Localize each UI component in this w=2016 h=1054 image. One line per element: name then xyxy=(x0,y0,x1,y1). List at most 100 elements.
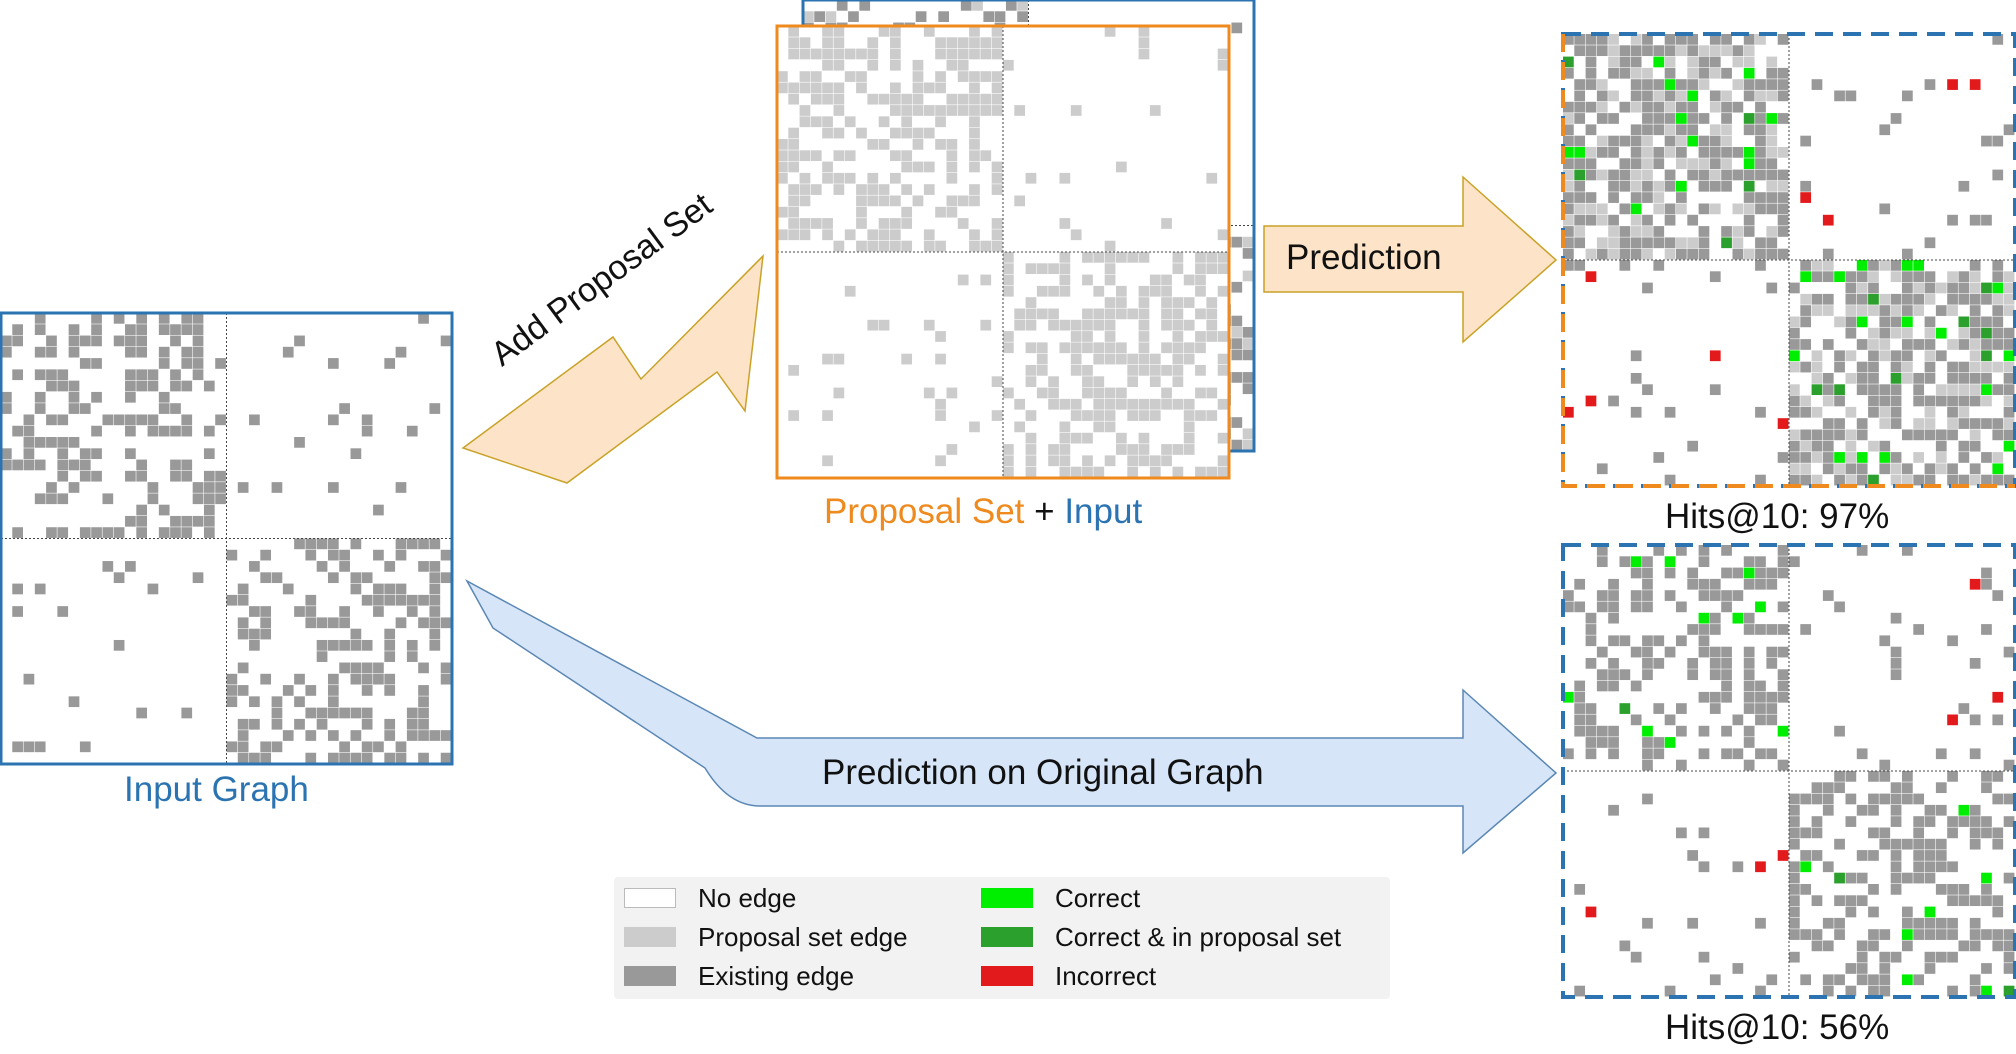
matrix-cell xyxy=(1653,635,1665,647)
matrix-cell xyxy=(1709,124,1721,136)
matrix-cell xyxy=(1924,474,1936,486)
matrix-cell xyxy=(1743,578,1755,590)
matrix-cell xyxy=(249,628,260,640)
matrix-cell xyxy=(1947,384,1958,396)
matrix-cell xyxy=(1585,248,1597,260)
matrix-cell xyxy=(1642,646,1653,658)
matrix-cell xyxy=(1755,714,1766,726)
matrix-cell xyxy=(282,346,294,358)
matrix-cell xyxy=(1822,339,1834,350)
matrix-cell xyxy=(1608,578,1619,590)
matrix-cell xyxy=(102,493,114,505)
matrix-cell xyxy=(136,470,148,482)
matrix-cell xyxy=(1856,804,1868,816)
matrix-cell xyxy=(1834,771,1845,782)
matrix-cell xyxy=(810,82,822,94)
matrix-cell xyxy=(923,229,935,241)
matrix-cell xyxy=(226,741,238,753)
matrix-cell xyxy=(361,685,373,696)
matrix-cell xyxy=(1608,113,1619,124)
matrix-cell xyxy=(1845,406,1857,418)
matrix-cell xyxy=(1698,135,1710,147)
matrix-cell xyxy=(822,353,833,365)
matrix-cell xyxy=(1902,463,1913,475)
matrix-cell xyxy=(125,369,136,381)
matrix-cell xyxy=(991,26,1003,37)
matrix-cell xyxy=(1958,474,1970,486)
matrix-cell xyxy=(1890,951,1902,963)
matrix-cell xyxy=(1709,101,1721,113)
matrix-cell xyxy=(1924,838,1936,850)
matrix-cell xyxy=(1856,850,1868,861)
matrix-cell xyxy=(1585,45,1597,57)
matrix-cell xyxy=(1574,135,1586,147)
matrix-cell xyxy=(158,425,170,437)
matrix-cell xyxy=(1924,418,1936,429)
matrix-cell xyxy=(1766,658,1778,669)
matrix-cell xyxy=(350,673,362,685)
matrix-cell xyxy=(57,380,69,392)
matrix-cell xyxy=(395,617,407,629)
matrix-cell xyxy=(1048,376,1059,388)
matrix-cell xyxy=(113,639,125,651)
matrix-cell xyxy=(867,319,879,331)
matrix-cell xyxy=(1800,440,1812,452)
matrix-cell xyxy=(1687,214,1699,226)
matrix-cell xyxy=(1777,203,1789,215)
matrix-cell xyxy=(1902,361,1913,373)
matrix-cell xyxy=(1563,590,1574,601)
matrix-cell xyxy=(1149,376,1161,388)
matrix-cell xyxy=(935,353,946,365)
matrix-cell xyxy=(1642,917,1653,929)
matrix-cell xyxy=(1902,771,1913,782)
matrix-cell xyxy=(1800,429,1812,441)
matrix-cell xyxy=(1070,105,1082,116)
matrix-cell xyxy=(1789,339,1800,350)
matrix-cell xyxy=(946,139,958,150)
matrix-cell xyxy=(1217,48,1229,60)
matrix-cell xyxy=(68,346,80,358)
input-graph-matrix xyxy=(0,311,454,766)
matrix-cell xyxy=(68,403,80,414)
matrix-cell xyxy=(1721,158,1732,170)
matrix-cell xyxy=(1969,350,1981,362)
matrix-cell xyxy=(1206,252,1218,263)
matrix-cell xyxy=(1992,940,2004,952)
matrix-cell xyxy=(91,425,102,437)
prediction-arrow-label: Prediction xyxy=(1286,238,1442,277)
matrix-cell xyxy=(1563,147,1574,158)
matrix-cell xyxy=(1800,339,1812,350)
matrix-cell xyxy=(867,93,879,105)
matrix-cell xyxy=(788,365,800,376)
matrix-cell xyxy=(1958,395,1970,407)
matrix-cell xyxy=(1676,180,1687,192)
matrix-cell xyxy=(1676,101,1687,113)
matrix-cell xyxy=(1721,567,1732,579)
matrix-cell xyxy=(1642,759,1653,771)
matrix-cell xyxy=(980,48,992,60)
matrix-cell xyxy=(1766,691,1778,703)
matrix-cell xyxy=(1574,703,1586,714)
matrix-cell xyxy=(1981,872,1992,884)
matrix-cell xyxy=(1935,804,1947,816)
matrix-cell xyxy=(1902,474,1913,486)
matrix-cell xyxy=(57,527,69,538)
matrix-cell xyxy=(788,48,800,60)
matrix-cell xyxy=(350,707,362,719)
matrix-cell xyxy=(867,59,879,71)
matrix-cell xyxy=(1913,305,1925,316)
matrix-cell xyxy=(1879,327,1891,339)
matrix-cell xyxy=(1127,410,1139,421)
matrix-cell xyxy=(34,459,46,471)
matrix-cell xyxy=(1676,79,1687,90)
matrix-cell xyxy=(1172,308,1184,320)
matrix-cell xyxy=(1743,203,1755,215)
matrix-cell xyxy=(1743,624,1755,635)
matrix-cell xyxy=(991,48,1003,60)
matrix-cell xyxy=(1172,252,1184,263)
matrix-cell xyxy=(1149,466,1161,478)
matrix-cell xyxy=(1879,293,1891,305)
matrix-cell xyxy=(1822,373,1834,384)
matrix-cell xyxy=(1161,297,1172,308)
matrix-cell xyxy=(1653,703,1665,714)
